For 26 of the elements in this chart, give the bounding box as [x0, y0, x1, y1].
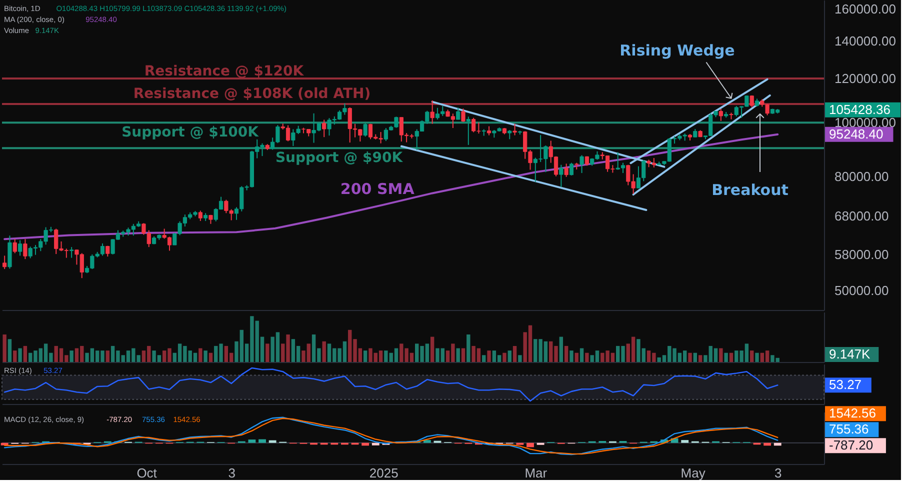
text: -787.20: [829, 438, 874, 453]
y-tick-label: 80000.00: [834, 169, 889, 184]
y-tick-label: 68000.00: [834, 208, 889, 224]
x-tick-label: Mar: [524, 466, 548, 480]
text: 1542.56: [829, 406, 876, 421]
ref-line-label: Support @ $90K: [275, 150, 404, 166]
text: 105428.36: [829, 102, 890, 117]
text: 53.27: [829, 377, 862, 392]
series-label: 200 SMA: [340, 180, 415, 198]
x-tick-label: 3: [228, 466, 236, 480]
annotation: Breakout: [712, 181, 788, 199]
ref-line-label: Resistance @ $108K (old ATH): [133, 86, 371, 102]
text: 755.36: [829, 422, 869, 437]
x-tick-label: May: [680, 466, 706, 480]
ref-line-label: Resistance @ $120K: [144, 64, 305, 80]
y-tick-label: 160000.00: [834, 1, 896, 16]
y-tick-label: 50000.00: [834, 282, 889, 298]
ref-line-label: Support @ $100K: [122, 124, 260, 141]
x-tick-label: Oct: [136, 466, 158, 480]
y-tick-label: 140000.00: [834, 34, 896, 49]
x-tick-label: 3: [774, 466, 782, 480]
y-tick-label: 58000.00: [834, 246, 889, 262]
x-tick-label: 2025: [369, 466, 398, 480]
text: 9.147K: [829, 346, 871, 362]
annotation: Rising Wedge: [620, 41, 735, 60]
y-tick-label: 120000.00: [834, 71, 896, 86]
